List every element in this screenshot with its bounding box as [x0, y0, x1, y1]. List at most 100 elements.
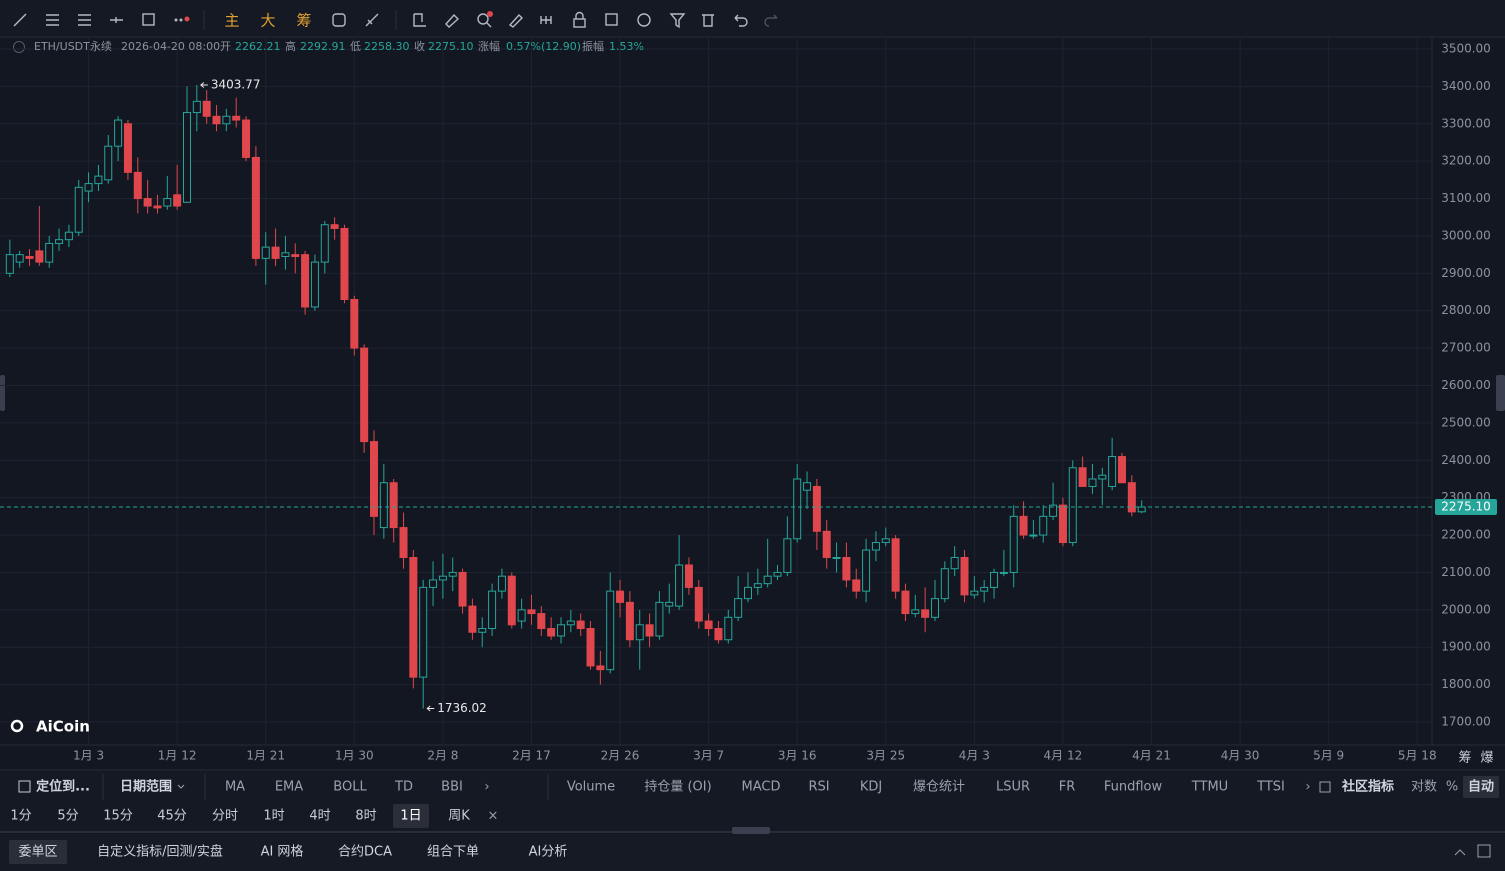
y-tick-label: 3200.00	[1441, 154, 1491, 168]
candle-body	[379, 482, 388, 529]
indicator-button[interactable]: 定位到...	[35, 779, 90, 795]
interval-button[interactable]: 15分	[103, 809, 133, 824]
indicator-button[interactable]: RSI	[808, 780, 829, 795]
community-icon	[1319, 781, 1331, 793]
bottom-tab[interactable]: 组合下单	[427, 845, 479, 860]
more-arrow[interactable]: ›	[484, 780, 489, 795]
close-icon[interactable]: ×	[488, 809, 499, 824]
left-handle[interactable]	[0, 375, 5, 411]
expand-icon[interactable]	[1454, 849, 1466, 856]
toolbar-button[interactable]: 筹	[296, 12, 311, 30]
header-label: 振幅	[582, 39, 604, 53]
axis-button[interactable]: 爆	[1480, 751, 1493, 766]
indicator-button[interactable]: FR	[1059, 780, 1076, 795]
candle-body	[271, 246, 280, 259]
candle-body	[35, 250, 44, 263]
more-arrow[interactable]: ›	[1305, 780, 1310, 795]
x-tick-label: 1月 3	[73, 749, 104, 763]
toolbar-icons[interactable]	[13, 10, 778, 30]
indicator-button[interactable]: 持仓量 (OI)	[644, 780, 711, 795]
x-tick-label: 2月 17	[512, 749, 551, 763]
indicator-button[interactable]: TTMU	[1191, 780, 1228, 795]
candle-body	[1127, 482, 1136, 513]
x-tick-label: 2月 8	[427, 749, 458, 763]
header-label: 低	[350, 40, 361, 53]
candle-body	[389, 482, 398, 529]
toolbar-button[interactable]: 主	[224, 12, 239, 30]
candle-body	[714, 628, 723, 641]
interval-button[interactable]: 1时	[263, 809, 284, 824]
indicator-button[interactable]: KDJ	[860, 780, 882, 795]
candle-body	[911, 609, 920, 615]
axis-button[interactable]: 筹	[1458, 750, 1471, 766]
bottom-tab[interactable]: 合约DCA	[338, 845, 392, 860]
active-bg	[1463, 776, 1499, 798]
candle-body	[291, 254, 300, 258]
popout-icon[interactable]	[1477, 844, 1491, 858]
y-tick-label: 2500.00	[1441, 415, 1491, 429]
collapse-icon[interactable]	[13, 41, 25, 53]
candle-body	[173, 194, 182, 207]
interval-button[interactable]: 分时	[212, 809, 238, 824]
indicator-button[interactable]: 日期范围	[120, 779, 172, 795]
candle-body	[812, 485, 821, 532]
candle-body	[281, 252, 290, 258]
candle-body	[84, 183, 93, 192]
candle-body	[55, 239, 64, 244]
x-tick-label: 5月 18	[1398, 749, 1437, 763]
indicator-button[interactable]: TD	[394, 780, 413, 795]
candle-body	[261, 246, 270, 259]
indicator-button[interactable]: TTSI	[1256, 780, 1285, 795]
candle-body	[1137, 506, 1146, 513]
candle-body	[783, 538, 792, 573]
candle-body	[1068, 467, 1077, 544]
candle-body	[5, 254, 14, 274]
interval-button[interactable]: 8时	[355, 809, 376, 824]
x-tick-label: 1月 12	[158, 749, 197, 763]
y-tick-label: 2100.00	[1441, 565, 1491, 579]
indicator-button[interactable]: 自动	[1468, 779, 1494, 795]
candle-body	[133, 171, 142, 200]
candle-body	[488, 590, 497, 630]
panel-drag[interactable]	[732, 827, 770, 834]
indicator-button[interactable]: LSUR	[996, 780, 1030, 795]
indicator-button[interactable]: EMA	[275, 780, 303, 795]
indicator-button[interactable]: MA	[225, 780, 245, 795]
indicator-button[interactable]: Volume	[567, 780, 615, 795]
indicator-button[interactable]: %	[1446, 780, 1458, 795]
indicator-button[interactable]: MACD	[742, 780, 781, 795]
bottom-tab[interactable]: 自定义指标/回测/实盘	[97, 844, 223, 860]
interval-button[interactable]: 1日	[400, 809, 421, 824]
candle-body	[537, 613, 546, 630]
toolbar-button[interactable]: 大	[260, 12, 275, 30]
indicator-button[interactable]: 社区指标	[1341, 779, 1394, 795]
bottom-tab[interactable]: AI 网格	[261, 844, 304, 860]
indicator-button[interactable]: BOLL	[333, 780, 367, 795]
candle-body	[242, 119, 251, 158]
header-label: 收	[414, 39, 425, 53]
candle-body	[999, 571, 1008, 574]
candle-body	[360, 347, 369, 443]
candle-body	[1058, 504, 1067, 544]
candle-body	[94, 175, 103, 185]
candle-body	[694, 586, 703, 622]
bottom-tab[interactable]: AI分析	[529, 845, 568, 860]
x-tick-label: 3月 16	[778, 749, 817, 763]
interval-button[interactable]: 1分	[10, 809, 31, 824]
interval-button[interactable]: 周K	[448, 809, 470, 824]
candle-body	[114, 119, 123, 147]
interval-button[interactable]: 5分	[57, 809, 78, 824]
candle-body	[330, 224, 339, 229]
indicator-button[interactable]: 爆仓统计	[913, 780, 965, 795]
interval-button[interactable]: 4时	[309, 809, 330, 824]
candle-body	[45, 242, 54, 263]
indicator-button[interactable]: BBI	[441, 780, 463, 795]
bottom-tab[interactable]: 委单区	[18, 845, 57, 860]
right-handle[interactable]	[1496, 375, 1505, 411]
indicator-button[interactable]: 对数	[1411, 780, 1437, 795]
candle-body	[507, 575, 516, 626]
interval-button[interactable]: 45分	[157, 809, 187, 824]
y-tick-label: 2700.00	[1441, 341, 1491, 355]
indicator-button[interactable]: Fundflow	[1104, 780, 1163, 795]
